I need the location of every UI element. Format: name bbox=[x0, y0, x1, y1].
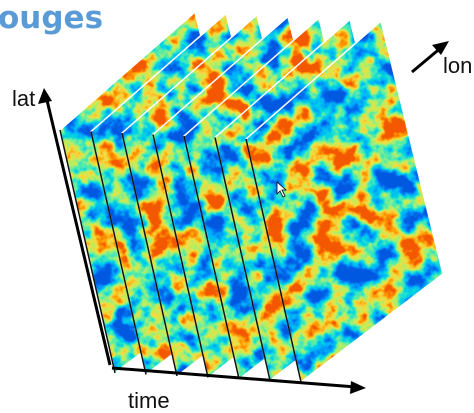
time-arrowhead bbox=[350, 381, 366, 394]
title: ouges bbox=[0, 0, 103, 36]
time-label: time bbox=[128, 388, 170, 413]
lon-label: lon bbox=[443, 53, 472, 78]
lat-label: lat bbox=[12, 86, 35, 111]
time-axis bbox=[112, 368, 356, 387]
frames bbox=[60, 12, 443, 382]
page: ouges lat lon time (() => { const data =… bbox=[0, 0, 474, 413]
lat-arrowhead bbox=[38, 88, 52, 104]
diagram: ouges lat lon time bbox=[0, 0, 474, 413]
